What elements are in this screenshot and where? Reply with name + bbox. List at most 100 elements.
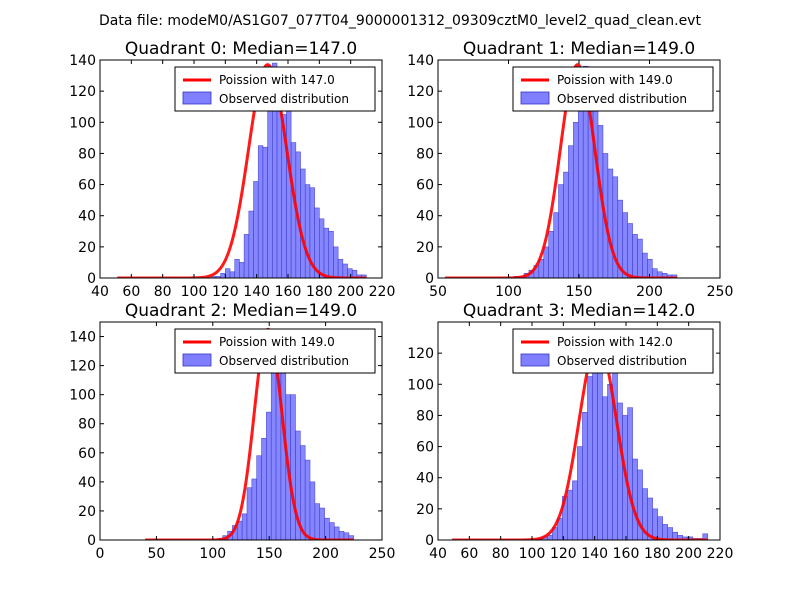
y-tick-label: 100 — [69, 115, 96, 131]
y-tick-label: 80 — [78, 146, 96, 162]
hist-bar — [253, 181, 259, 278]
x-tick-label: 100 — [495, 284, 522, 300]
hist-bar — [348, 535, 354, 540]
x-tick-label: 180 — [644, 546, 671, 562]
axes-frame-q0 — [99, 59, 383, 279]
hist-bar — [323, 227, 330, 278]
hist-bar — [548, 230, 554, 278]
y-tick-label: 140 — [407, 53, 434, 69]
legend-entry-poisson: Poission with 149.0 — [219, 335, 335, 349]
legend-entry-observed: Observed distribution — [219, 92, 349, 106]
hist-bar — [657, 516, 663, 540]
y-tick-label: 120 — [407, 84, 434, 100]
hist-bar — [243, 234, 250, 278]
poisson-curve-q0 — [117, 63, 367, 278]
y-tick-label: 60 — [78, 178, 96, 194]
legend-entry-observed: Observed distribution — [219, 354, 349, 368]
x-tick-label: 100 — [199, 546, 226, 562]
panel-title-q0: Quadrant 0: Median=147.0 — [125, 39, 357, 59]
hist-bar — [270, 372, 277, 540]
y-tick-label: 60 — [416, 178, 434, 194]
x-tick-label: 150 — [256, 546, 283, 562]
hist-bar — [333, 246, 339, 278]
x-tick-label: 50 — [429, 284, 447, 300]
y-tick-label: 40 — [416, 471, 434, 487]
y-tick-label: 80 — [416, 146, 434, 162]
hist-bar — [290, 394, 296, 540]
hist-bar — [632, 234, 638, 278]
hist-bar — [319, 507, 325, 540]
y-tick-label: 140 — [69, 53, 96, 69]
hist-bar — [612, 355, 618, 540]
hist-bar — [553, 212, 559, 278]
x-tick-label: 50 — [147, 546, 165, 562]
x-tick-label: 40 — [91, 284, 109, 300]
hist-bar — [627, 223, 633, 278]
x-tick-label: 160 — [275, 284, 302, 300]
x-tick-label: 150 — [566, 284, 593, 300]
panel-title-q3: Quadrant 3: Median=142.0 — [463, 301, 695, 321]
x-tick-label: 40 — [429, 546, 447, 562]
hist-bar — [333, 526, 340, 540]
x-tick-label: 200 — [337, 284, 364, 300]
hist-bar — [627, 407, 633, 540]
hist-bar — [261, 437, 267, 540]
hist-bar — [637, 238, 643, 278]
hist-bar — [702, 533, 709, 540]
hist-bar — [251, 478, 257, 540]
y-tick-label: 40 — [78, 209, 96, 225]
y-tick-label: 60 — [78, 446, 96, 462]
x-tick-label: 120 — [550, 546, 577, 562]
x-tick-label: 200 — [636, 284, 663, 300]
y-tick-label: 20 — [78, 240, 96, 256]
x-tick-label: 100 — [519, 546, 546, 562]
panel-q0: 40 60 80 100 120 140 160 180 200 2200204060801001… — [69, 39, 395, 300]
hist-bar — [337, 259, 344, 278]
y-tick-label: 120 — [69, 359, 96, 375]
panel-q1: 50 100 150 200 250 0 20 40 60 80 100 120 140 Quadrant… — [407, 39, 733, 300]
y-tick-label: 60 — [416, 440, 434, 456]
hist-bar — [642, 252, 648, 278]
hist-bar — [567, 489, 573, 540]
legend-entry-observed: Observed distribution — [557, 354, 687, 368]
hist-bar — [246, 487, 253, 540]
legend-q0: Poission with 147.0 Observed distribution — [174, 66, 376, 112]
hist-bar — [662, 524, 668, 540]
axes-frame-q3 — [437, 321, 721, 541]
hist-bar — [568, 145, 574, 278]
hist-bar — [572, 480, 578, 540]
y-tick-label: 120 — [407, 346, 434, 362]
y-tick-label: 80 — [416, 408, 434, 424]
hist-bar — [239, 262, 245, 278]
hist-bar — [607, 168, 614, 278]
y-tick-label: 100 — [69, 388, 96, 404]
hist-bar — [577, 446, 583, 540]
y-tick-label: 0 — [87, 533, 96, 549]
hist-bar — [328, 230, 334, 278]
x-tick-label: 200 — [675, 546, 702, 562]
legend-entry-poisson: Poission with 147.0 — [219, 73, 335, 87]
y-tick-label: 20 — [416, 502, 434, 518]
hist-bar — [319, 218, 325, 278]
hist-bar — [632, 458, 638, 540]
hist-bar — [622, 212, 628, 278]
hist-bar — [309, 481, 316, 540]
y-tick-label: 100 — [407, 377, 434, 393]
hist-bar — [543, 246, 549, 278]
legend-box — [174, 66, 376, 112]
x-tick-label: 80 — [492, 546, 510, 562]
hist-bar — [225, 268, 231, 278]
hist-bar — [266, 411, 272, 540]
hist-bar — [300, 168, 306, 278]
x-tick-label: 160 — [613, 546, 640, 562]
hist-bar — [582, 412, 588, 540]
y-tick-label: 80 — [78, 417, 96, 433]
x-tick-label: 120 — [212, 284, 239, 300]
hist-bar — [587, 376, 593, 540]
legend-patch-swatch — [182, 353, 212, 367]
y-tick-label: 20 — [416, 240, 434, 256]
hist-bar — [597, 368, 603, 540]
hist-bar — [241, 513, 248, 540]
hist-bar — [304, 459, 311, 540]
